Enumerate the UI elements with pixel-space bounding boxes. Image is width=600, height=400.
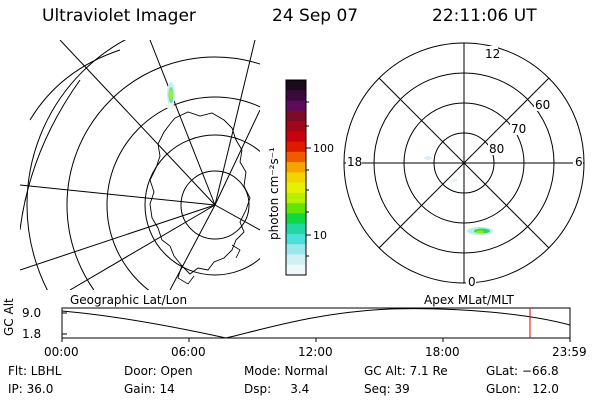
ip-status: IP: 36.0 xyxy=(8,382,54,396)
colorbar-cell xyxy=(286,203,306,214)
coastline xyxy=(149,111,251,275)
polar-plot xyxy=(343,42,585,284)
gain-status: Gain: 14 xyxy=(124,382,175,396)
ytick-9: 9.0 xyxy=(22,306,42,320)
geographic-title: Geographic Lat/Lon xyxy=(70,293,188,307)
lat-label-60: 60 xyxy=(535,98,550,112)
colorbar-cell xyxy=(286,223,306,235)
xtick-1200: 12:00 xyxy=(298,345,333,359)
mlt-label-left: 18 xyxy=(347,155,362,169)
colorbar-cell xyxy=(286,264,306,276)
colorbar-tick-10: 10 xyxy=(313,229,327,242)
filter-status: Flt: LBHL xyxy=(8,364,62,378)
xtick-0000: 00:00 xyxy=(44,345,79,359)
ytick-1-8: 1.8 xyxy=(22,327,42,341)
colorbar-cell xyxy=(286,182,306,194)
colorbar-cell xyxy=(286,213,306,225)
instrument-title: Ultraviolet Imager xyxy=(42,6,196,26)
lat-label-70: 70 xyxy=(511,122,526,136)
colorbar-cell xyxy=(286,80,306,91)
date-label: 24 Sep 07 xyxy=(272,6,359,26)
colorbar: 100 10 photon cm⁻²s⁻¹ xyxy=(267,79,334,276)
colorbar-cell xyxy=(286,121,306,132)
glon-status: GLon: 12.0 xyxy=(486,382,559,396)
mlt-label-top: 12 xyxy=(485,47,500,61)
mlt-label-bottom: 0 xyxy=(468,275,476,289)
colorbar-cell xyxy=(286,192,306,204)
apex-title: Apex MLat/MLT xyxy=(424,293,514,307)
door-status: Door: Open xyxy=(124,364,193,378)
colorbar-cell xyxy=(286,131,306,143)
colorbar-cell xyxy=(286,151,306,163)
colorbar-cell xyxy=(286,141,306,153)
xtick-1800: 18:00 xyxy=(425,345,460,359)
gc-alt-axis-label: GC Alt xyxy=(2,298,16,336)
colorbar-tick-100: 100 xyxy=(313,142,334,155)
colorbar-cell xyxy=(286,100,306,112)
gc-alt-status: GC Alt: 7.1 Re xyxy=(364,364,448,378)
colorbar-cell xyxy=(286,162,306,173)
altitude-timeline xyxy=(61,307,571,342)
colorbar-cell xyxy=(286,233,306,245)
colorbar-cell xyxy=(286,110,306,122)
colorbar-cell xyxy=(286,90,306,102)
glat-status: GLat: −66.8 xyxy=(486,364,559,378)
xtick-0600: 06:00 xyxy=(171,345,206,359)
colorbar-unit-label: photon cm⁻²s⁻¹ xyxy=(267,147,281,240)
time-label: 22:11:06 UT xyxy=(432,6,537,26)
mode-status: Mode: Normal xyxy=(244,364,328,378)
seq-status: Seq: 39 xyxy=(364,382,410,396)
colorbar-cell xyxy=(286,244,306,255)
colorbar-cell xyxy=(286,254,306,266)
mlt-label-right: 6 xyxy=(575,155,583,169)
dsp-status: Dsp: 3.4 xyxy=(244,382,310,396)
lat-label-80: 80 xyxy=(489,142,504,156)
colorbar-cell xyxy=(286,172,306,184)
geographic-map xyxy=(20,40,260,290)
xtick-2359: 23:59 xyxy=(552,345,587,359)
